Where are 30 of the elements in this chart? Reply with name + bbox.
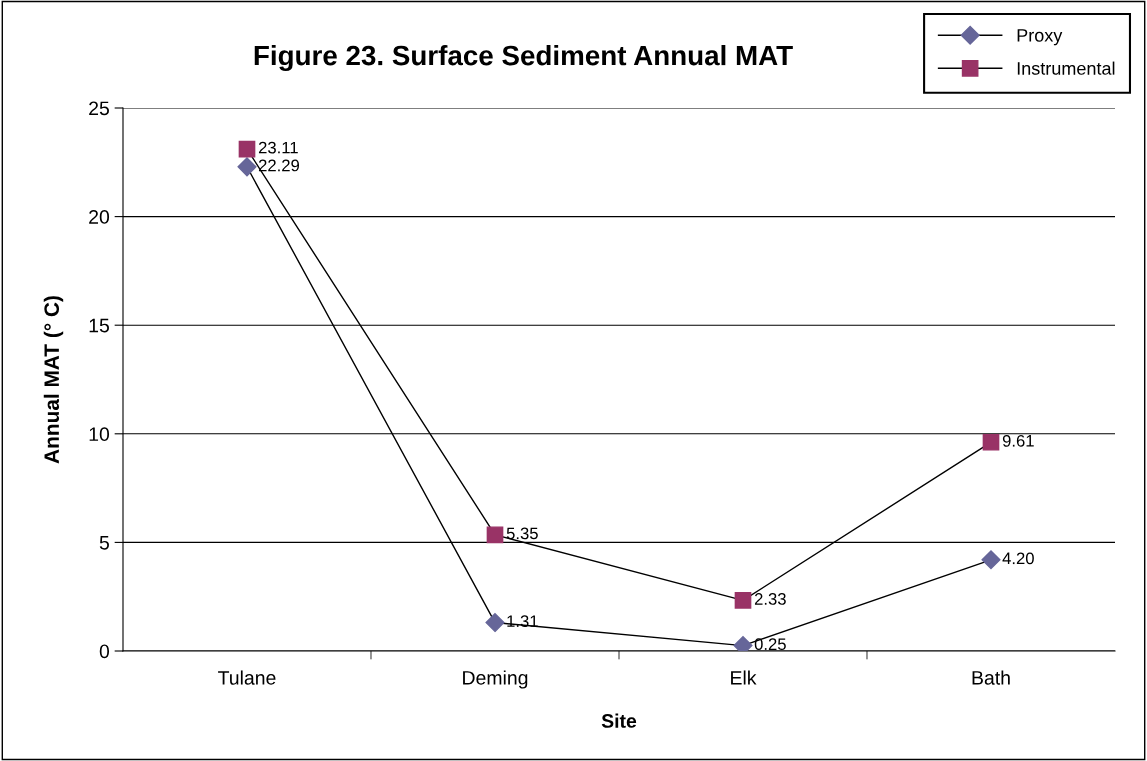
x-tick-label: Bath xyxy=(972,670,1010,685)
data-label: 0.25 xyxy=(754,638,786,651)
legend-label: Instrumental xyxy=(1017,61,1115,75)
y-tick-label: 0 xyxy=(99,644,110,659)
data-label: 2.33 xyxy=(754,593,786,605)
data-label: 4.20 xyxy=(1002,552,1034,565)
y-tick-label: 20 xyxy=(89,210,110,224)
y-axis-title: Annual MAT (° C) xyxy=(43,296,64,464)
point xyxy=(982,433,1000,451)
point xyxy=(485,613,505,633)
x-tick-label: Deming xyxy=(463,670,528,689)
x-tick-label: Elk xyxy=(731,670,757,685)
point xyxy=(237,157,257,177)
data-label: 9.61 xyxy=(1002,434,1034,447)
chart-title: Figure 23. Surface Sediment Annual MAT xyxy=(254,44,793,72)
point xyxy=(486,526,504,544)
x-axis-title: Site xyxy=(601,713,637,728)
y-tick-label: 5 xyxy=(99,536,109,550)
data-label: 5.35 xyxy=(506,527,538,540)
data-label: 22.29 xyxy=(258,159,300,172)
y-tick-label: 15 xyxy=(89,318,109,333)
x-tick-label: Tulane xyxy=(218,670,276,685)
point xyxy=(238,140,256,158)
data-label: 23.11 xyxy=(258,141,298,154)
point xyxy=(981,550,1001,570)
legend-label: Proxy xyxy=(1017,29,1063,46)
y-tick-label: 25 xyxy=(89,101,109,116)
y-tick-label: 10 xyxy=(89,427,110,442)
point xyxy=(734,592,752,609)
data-label: 1.31 xyxy=(507,615,538,628)
